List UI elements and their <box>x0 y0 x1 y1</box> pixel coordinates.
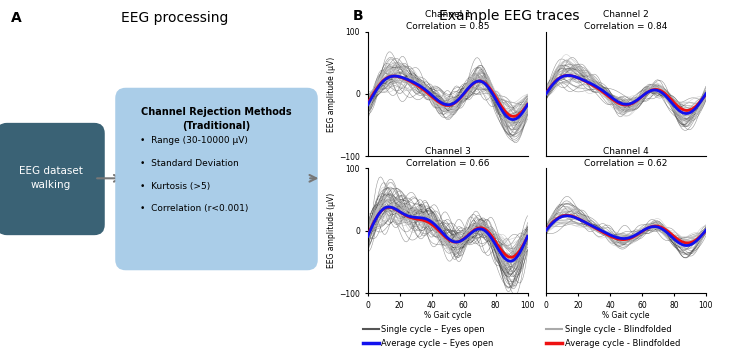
Text: Example EEG traces: Example EEG traces <box>438 9 580 23</box>
FancyBboxPatch shape <box>115 88 318 270</box>
Text: •  Kurtosis (>5): • Kurtosis (>5) <box>140 181 210 191</box>
Text: •  Standard Deviation: • Standard Deviation <box>140 159 239 168</box>
FancyBboxPatch shape <box>0 123 105 235</box>
Title: Channel 2
Correlation = 0.84: Channel 2 Correlation = 0.84 <box>584 10 668 31</box>
Text: B: B <box>353 9 363 23</box>
Text: •  Correlation (r<0.001): • Correlation (r<0.001) <box>140 204 248 213</box>
Text: Average cycle – Eyes open: Average cycle – Eyes open <box>381 339 493 348</box>
X-axis label: % Gait cycle: % Gait cycle <box>424 311 471 320</box>
Text: EEG dataset
walking: EEG dataset walking <box>19 166 82 190</box>
Title: Channel 4
Correlation = 0.62: Channel 4 Correlation = 0.62 <box>584 147 668 168</box>
X-axis label: % Gait cycle: % Gait cycle <box>603 311 649 320</box>
Text: Average cycle - Blindfolded: Average cycle - Blindfolded <box>565 339 680 348</box>
Text: EEG processing: EEG processing <box>121 11 228 25</box>
Text: Channel Rejection Methods
(Traditional): Channel Rejection Methods (Traditional) <box>141 107 292 131</box>
Title: Channel 1
Correlation = 0.85: Channel 1 Correlation = 0.85 <box>406 10 490 31</box>
Y-axis label: EEG amplitude (μV): EEG amplitude (μV) <box>328 193 337 269</box>
Text: •  Range (30-10000 μV): • Range (30-10000 μV) <box>140 136 247 145</box>
Title: Channel 3
Correlation = 0.66: Channel 3 Correlation = 0.66 <box>406 147 490 168</box>
Text: Single cycle - Blindfolded: Single cycle - Blindfolded <box>565 325 672 334</box>
Text: A: A <box>10 11 22 25</box>
Text: Single cycle – Eyes open: Single cycle – Eyes open <box>381 325 484 334</box>
Y-axis label: EEG amplitude (μV): EEG amplitude (μV) <box>328 56 337 132</box>
